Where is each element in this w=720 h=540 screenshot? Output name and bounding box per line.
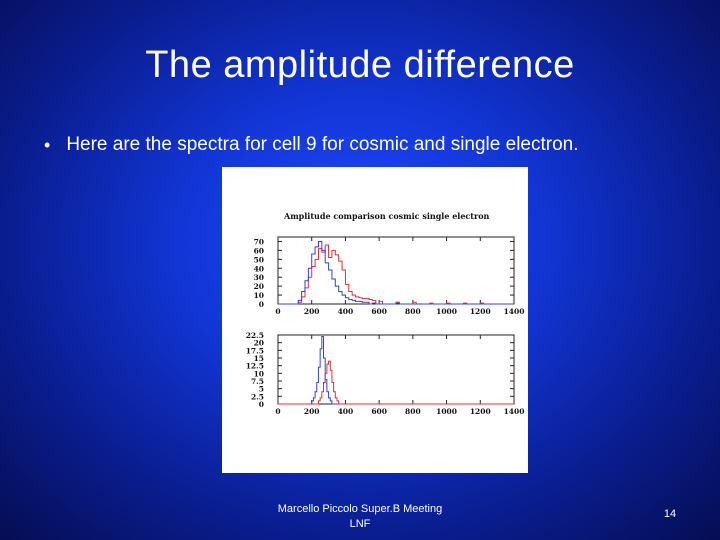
y-tick-label: 10 — [254, 369, 264, 378]
plot-frame — [277, 236, 515, 305]
x-tick-label: 800 — [405, 307, 421, 316]
footer-line-2: LNF — [349, 518, 371, 530]
footer: Marcello Piccolo Super.B Meeting LNF — [270, 502, 450, 532]
y-tick-label: 17.5 — [246, 346, 264, 355]
y-tick-label: 0 — [259, 300, 264, 309]
bullet-text: Here are the spectra for cell 9 for cosm… — [66, 134, 579, 155]
chart-title: Amplitude comparison cosmic single elect… — [283, 211, 490, 221]
footer-line-1: Marcello Piccolo Super.B Meeting — [277, 503, 443, 515]
bullet-dot-icon: • — [44, 134, 51, 155]
y-tick-label: 20 — [254, 339, 264, 348]
histogram-chart: Amplitude comparison cosmic single elect… — [246, 211, 525, 416]
x-tick-label: 1000 — [436, 407, 457, 416]
x-tick-label: 200 — [304, 307, 320, 316]
histogram-figure: Amplitude comparison cosmic single elect… — [222, 167, 528, 473]
y-tick-label: 50 — [254, 255, 264, 264]
y-tick-label: 12.5 — [246, 362, 264, 371]
y-tick-label: 2.5 — [251, 392, 264, 401]
y-tick-label: 22.5 — [246, 331, 264, 340]
y-tick-label: 15 — [254, 354, 264, 363]
x-tick-label: 800 — [405, 407, 421, 416]
y-tick-label: 30 — [254, 273, 264, 282]
page-number: 14 — [663, 508, 677, 520]
histogram-series-2 — [278, 240, 514, 305]
slide-title: The amplitude difference — [145, 44, 575, 86]
histogram-series-2 — [278, 360, 514, 405]
plot-frame — [277, 334, 515, 405]
y-tick-label: 20 — [254, 282, 264, 291]
y-tick-label: 40 — [254, 264, 264, 273]
x-tick-label: 400 — [338, 407, 354, 416]
x-tick-label: 0 — [275, 407, 280, 416]
y-tick-label: 60 — [254, 246, 264, 255]
bullet-item: • Here are the spectra for cell 9 for co… — [44, 134, 579, 156]
y-tick-label: 7.5 — [251, 377, 264, 386]
x-tick-label: 400 — [338, 307, 354, 316]
y-tick-label: 0 — [259, 400, 264, 409]
x-tick-label: 600 — [371, 307, 387, 316]
y-tick-label: 70 — [254, 237, 264, 246]
x-tick-label: 600 — [371, 407, 387, 416]
x-tick-label: 1000 — [436, 307, 457, 316]
x-tick-label: 1400 — [504, 407, 525, 416]
y-tick-label: 5 — [259, 385, 264, 394]
y-tick-label: 10 — [254, 291, 264, 300]
histogram-series-1 — [278, 336, 514, 405]
x-tick-label: 200 — [304, 407, 320, 416]
x-tick-label: 0 — [275, 307, 280, 316]
x-tick-label: 1200 — [470, 407, 491, 416]
x-tick-label: 1400 — [504, 307, 525, 316]
x-tick-label: 1200 — [470, 307, 491, 316]
histogram-series-1 — [278, 244, 514, 305]
